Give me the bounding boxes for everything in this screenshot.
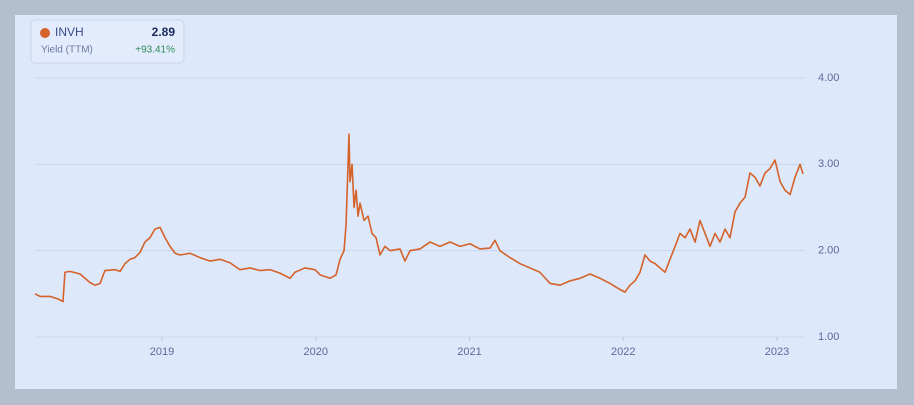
legend-value: 2.89 [152, 25, 176, 39]
x-tick-label: 2020 [304, 346, 328, 358]
legend-change: +93.41% [135, 45, 175, 56]
legend: INVH 2.89 Yield (TTM) +93.41% [30, 19, 185, 64]
chart-panel [15, 15, 897, 389]
y-tick-label: 1.00 [818, 331, 839, 343]
y-tick-label: 3.00 [818, 158, 839, 170]
y-tick-label: 4.00 [818, 72, 839, 84]
x-tick-label: 2021 [457, 346, 481, 358]
x-tick-label: 2019 [150, 346, 174, 358]
x-tick-label: 2023 [765, 346, 789, 358]
legend-name: INVH [55, 25, 84, 39]
legend-metric: Yield (TTM) [41, 45, 93, 56]
y-tick-label: 2.00 [818, 245, 839, 257]
data-line [34, 133, 804, 303]
legend-marker [40, 28, 50, 38]
x-tick-label: 2022 [611, 346, 635, 358]
legend-box [30, 19, 185, 64]
